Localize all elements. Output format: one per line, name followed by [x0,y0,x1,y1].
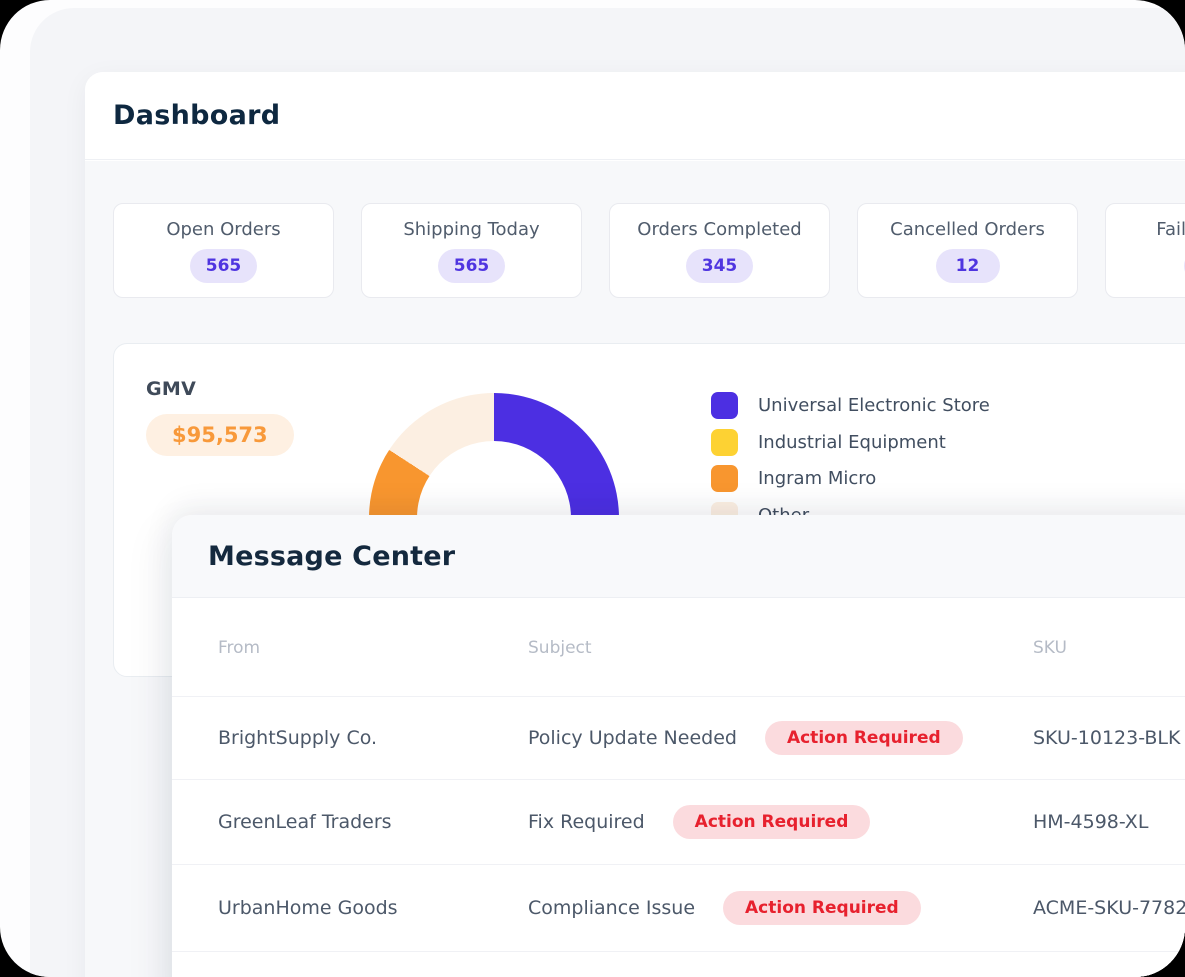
legend-label: Universal Electronic Store [758,395,990,416]
legend-label: Industrial Equipment [758,431,946,453]
legend-item-industrial-equipment[interactable]: Industrial Equipment [711,428,990,456]
stat-card-orders-completed[interactable]: Orders Completed 345 [609,203,830,298]
stat-card-failed-orders[interactable]: Failed Orders [1105,203,1185,298]
legend-swatch [711,392,738,419]
action-required-badge: Action Required [723,891,921,925]
stat-value-badge [1183,248,1185,283]
legend-swatch [711,465,738,492]
message-center-panel: Message Center From Subject SKU BrightSu… [172,515,1185,977]
stat-card-cancelled-orders[interactable]: Cancelled Orders 12 [857,203,1078,298]
table-header-row: From Subject SKU [172,599,1185,697]
stat-card-open-orders[interactable]: Open Orders 565 [113,203,334,298]
stat-card-row: Open Orders 565 Shipping Today 565 Order… [113,203,1185,298]
stat-value-badge: 12 [935,248,1000,283]
gmv-total-badge: $95,573 [146,414,294,456]
action-required-badge: Action Required [764,721,963,755]
legend-item-universal-electronic-store[interactable]: Universal Electronic Store [711,392,990,419]
subject-text: Policy Update Needed [528,727,737,749]
page-title: Dashboard [113,100,281,131]
table-row[interactable]: UrbanHome Goods Compliance Issue Action … [172,865,1185,952]
table-row[interactable]: BrightSupply Co. Policy Update Needed Ac… [172,697,1185,780]
stat-value-badge: 565 [189,248,258,283]
stat-value-badge: 345 [685,248,754,283]
gmv-title: GMV [146,378,197,400]
stat-label: Shipping Today [403,218,540,240]
table-row[interactable]: GreenLeaf Traders Fix Required Action Re… [172,780,1185,865]
cell-subject: Compliance Issue Action Required [528,891,921,925]
cell-sku: ACME-SKU-7782 [1033,897,1185,919]
column-header-subject: Subject [528,637,592,658]
column-header-sku: SKU [1033,637,1067,658]
action-required-badge: Action Required [672,805,871,839]
dashboard-header: Dashboard [85,72,1185,160]
cell-sku: HM-4598-XL [1033,811,1149,833]
subject-text: Compliance Issue [528,897,696,919]
message-center-title: Message Center [208,540,456,572]
gmv-legend: Universal Electronic Store Industrial Eq… [711,392,990,529]
cell-sku: SKU-10123-BLK [1033,727,1181,749]
message-center-header: Message Center [172,515,1185,598]
cell-subject: Fix Required Action Required [528,805,871,839]
table-row-partial [172,952,1185,977]
column-header-from: From [218,637,261,658]
stat-label: Orders Completed [637,218,802,240]
message-table: From Subject SKU BrightSupply Co. Policy… [172,599,1185,977]
legend-label: Ingram Micro [758,468,877,489]
stat-value-badge: 565 [437,248,506,283]
stat-label: Cancelled Orders [890,218,1045,240]
subject-text: Fix Required [528,811,645,833]
legend-item-ingram-micro[interactable]: Ingram Micro [711,465,990,492]
cell-from: UrbanHome Goods [218,897,398,919]
legend-swatch [711,428,738,456]
stat-label: Failed Orders [1156,218,1185,240]
cell-from: GreenLeaf Traders [218,811,392,833]
cell-from: BrightSupply Co. [218,727,378,749]
cell-subject: Policy Update Needed Action Required [528,721,963,755]
stat-label: Open Orders [166,218,281,240]
stat-card-shipping-today[interactable]: Shipping Today 565 [361,203,582,298]
